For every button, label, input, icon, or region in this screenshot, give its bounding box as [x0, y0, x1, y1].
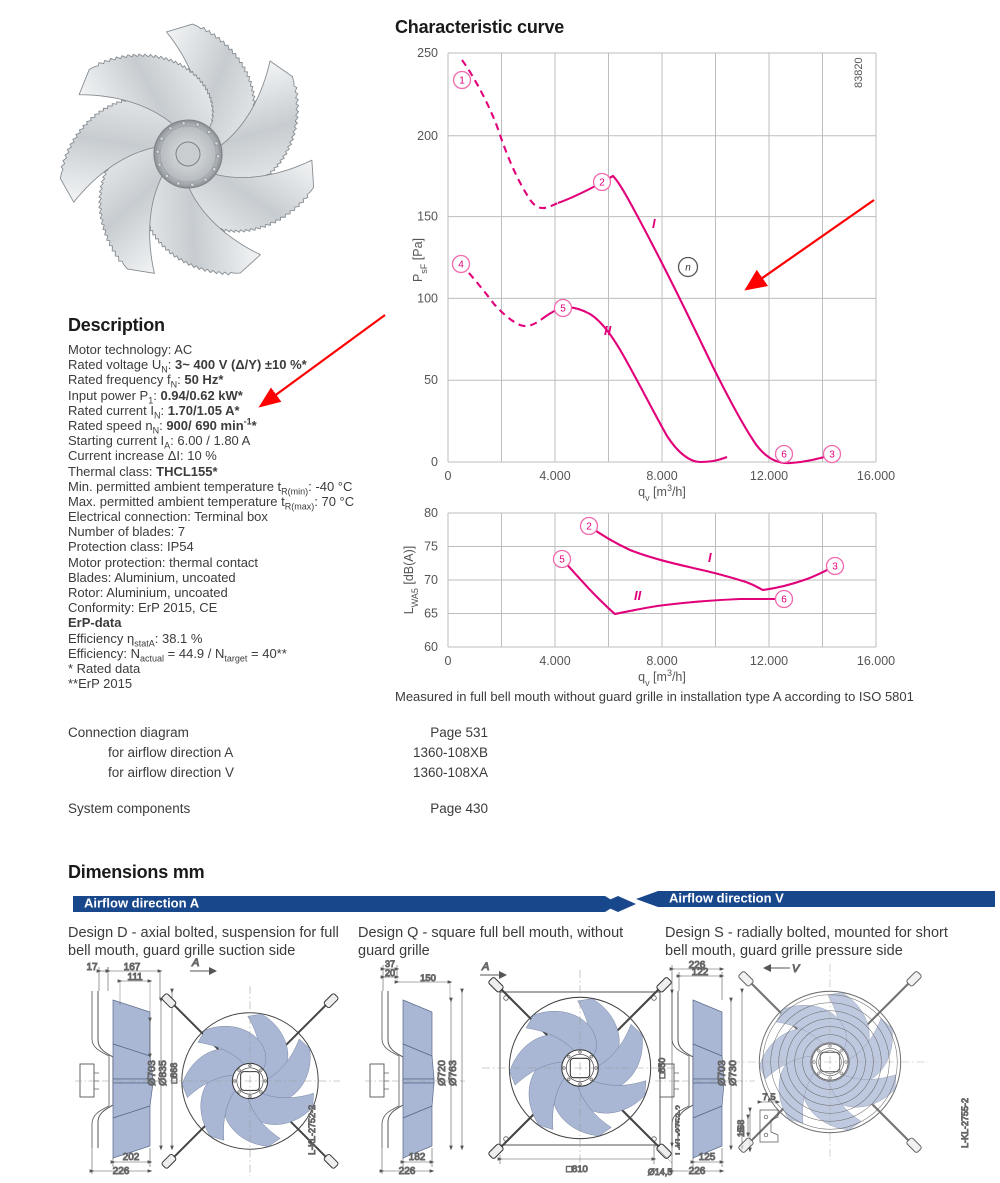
svg-text:L-KL-2755-2: L-KL-2755-2: [960, 1098, 970, 1148]
svg-text:15: 15: [736, 1127, 746, 1137]
svg-text:125: 125: [699, 1152, 716, 1163]
svg-text:226: 226: [689, 960, 706, 971]
svg-text:V: V: [792, 963, 801, 975]
svg-text:Ø730: Ø730: [727, 1060, 739, 1086]
svg-text:226: 226: [689, 1166, 706, 1177]
